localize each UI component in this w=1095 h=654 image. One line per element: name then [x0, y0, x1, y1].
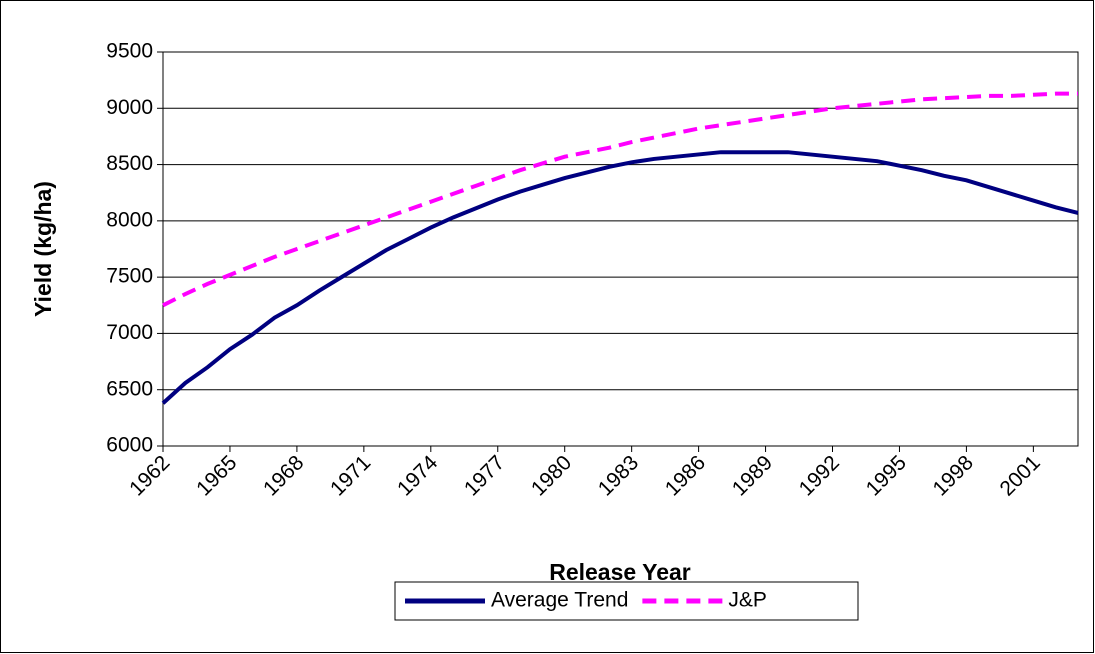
- y-tick-label: 6500: [106, 377, 153, 400]
- y-tick-label: 8000: [106, 208, 153, 231]
- y-tick-label: 7000: [106, 321, 153, 344]
- y-tick-label: 6000: [106, 434, 153, 457]
- y-tick-label: 9500: [106, 40, 153, 63]
- y-tick-label: 7500: [106, 265, 153, 288]
- line-series: [162, 91, 1078, 308]
- x-axis-label: Release Year: [549, 559, 691, 585]
- y-axis-label: Yield (kg/ha): [30, 181, 56, 317]
- legend-label: Average Trend: [491, 589, 628, 612]
- plot-area: [162, 51, 1079, 447]
- line-series: [161, 150, 1079, 405]
- y-tick-label: 9000: [106, 96, 153, 119]
- y-tick-label: 8500: [106, 152, 153, 175]
- legend-label: J&P: [728, 589, 767, 612]
